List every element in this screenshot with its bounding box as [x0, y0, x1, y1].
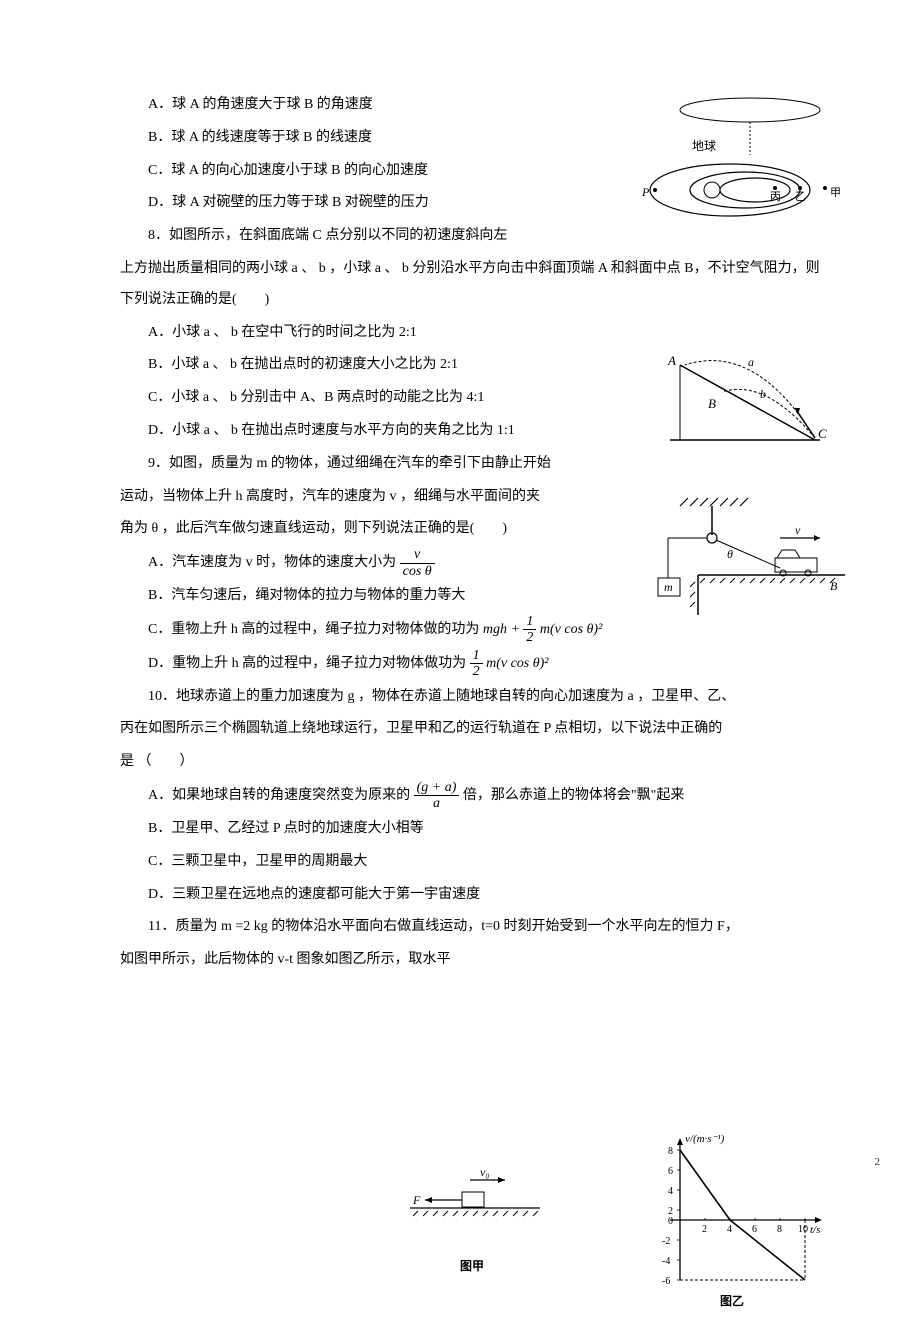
- q10-option-c: C．三颗卫星中，卫星甲的周期最大: [120, 847, 820, 878]
- svg-text:图乙: 图乙: [720, 1294, 744, 1308]
- svg-text:0: 0: [668, 1216, 673, 1227]
- svg-text:2: 2: [702, 1224, 707, 1235]
- q10-option-a: A．如果地球自转的角速度突然变为原来的 (g + a)a 倍，那么赤道上的物体将…: [120, 780, 820, 812]
- svg-text:v₀: v₀: [480, 1165, 490, 1179]
- q11-stem-1: 11．质量为 m =2 kg 的物体沿水平面向右做直线运动，t=0 时刻开始受到…: [120, 912, 820, 943]
- svg-text:8: 8: [668, 1146, 673, 1157]
- q7-option-d: D．球 A 对碗壁的压力等于球 B 对碗壁的压力: [120, 188, 820, 219]
- q10-stem-2: 丙在如图所示三个椭圆轨道上绕地球运行，卫星甲和乙的运行轨道在 P 点相切，以下说…: [120, 714, 820, 745]
- svg-text:图甲: 图甲: [460, 1259, 484, 1273]
- q7-option-c: C．球 A 的向心加速度小于球 B 的向心加速度: [120, 156, 820, 187]
- q9-option-d: D．重物上升 h 高的过程中，绳子拉力对物体做功为 12 m(v cos θ)²: [120, 648, 820, 680]
- q9-option-b: B．汽车匀速后，绳对物体的拉力与物体的重力等大: [120, 581, 820, 612]
- svg-text:10: 10: [798, 1224, 808, 1235]
- q10-option-b: B．卫星甲、乙经过 P 点时的加速度大小相等: [120, 814, 820, 845]
- q9-stem-2: 运动，当物体上升 h 高度时，汽车的速度为 v ，细绳与水平面间的夹: [120, 482, 820, 513]
- q9-option-c: C．重物上升 h 高的过程中，绳子拉力对物体做的功为 mgh + 12 m(v …: [120, 614, 820, 646]
- svg-text:4: 4: [727, 1224, 732, 1235]
- svg-text:6: 6: [752, 1224, 757, 1235]
- q8-stem-2: 上方抛出质量相同的两小球 a 、 b ，小球 a 、 b 分别沿水平方向击中斜面…: [120, 254, 820, 316]
- q11-stem-2: 如图甲所示，此后物体的 v-t 图象如图乙所示，取水平: [120, 945, 820, 976]
- q8-option-a: A．小球 a 、 b 在空中飞行的时间之比为 2:1: [120, 318, 820, 349]
- svg-text:-2: -2: [662, 1236, 670, 1247]
- svg-text:F: F: [412, 1193, 421, 1207]
- svg-text:4: 4: [668, 1186, 673, 1197]
- svg-text:t/s: t/s: [810, 1224, 820, 1236]
- content: A．球 A 的角速度大于球 B 的角速度 B．球 A 的线速度等于球 B 的线速…: [120, 90, 820, 976]
- q8-stem-1: 8．如图所示，在斜面底端 C 点分别以不同的初速度斜向左: [120, 221, 820, 252]
- svg-text:v/(m·s⁻¹): v/(m·s⁻¹): [685, 1133, 725, 1145]
- q10-option-d: D．三颗卫星在远地点的速度都可能大于第一宇宙速度: [120, 880, 820, 911]
- svg-text:6: 6: [668, 1166, 673, 1177]
- svg-text:-6: -6: [662, 1276, 670, 1287]
- q7-option-a: A．球 A 的角速度大于球 B 的角速度: [120, 90, 820, 121]
- q10-stem-3: 是 （ ）: [120, 747, 820, 778]
- q9-stem-1: 9．如图，质量为 m 的物体，通过细绳在汽车的牵引下由静止开始: [120, 449, 820, 480]
- page-number: 2: [875, 1150, 881, 1174]
- svg-text:2: 2: [668, 1206, 673, 1217]
- q9-option-a: A．汽车速度为 v 时，物体的速度大小为 vcos θ: [120, 547, 820, 579]
- q8-option-c: C．小球 a 、 b 分别击中 A、B 两点时的动能之比为 4:1: [120, 383, 820, 414]
- chart-figure: F v₀ 图甲 v/(m·s⁻¹) t/s 8 6 4 2 0 -2 -4: [410, 1130, 840, 1310]
- q8-option-b: B．小球 a 、 b 在抛出点时的初速度大小之比为 2:1: [120, 350, 820, 381]
- q9-stem-3: 角为 θ ，此后汽车做匀速直线运动，则下列说法正确的是( ): [120, 514, 820, 545]
- svg-text:8: 8: [777, 1224, 782, 1235]
- q8-option-d: D．小球 a 、 b 在抛出点时速度与水平方向的夹角之比为 1:1: [120, 416, 820, 447]
- q10-stem-1: 10．地球赤道上的重力加速度为 g ，物体在赤道上随地球自转的向心加速度为 a …: [120, 682, 820, 713]
- svg-text:甲: 甲: [830, 187, 841, 199]
- q7-option-b: B．球 A 的线速度等于球 B 的线速度: [120, 123, 820, 154]
- svg-text:-4: -4: [662, 1256, 670, 1267]
- svg-text:B: B: [830, 579, 838, 593]
